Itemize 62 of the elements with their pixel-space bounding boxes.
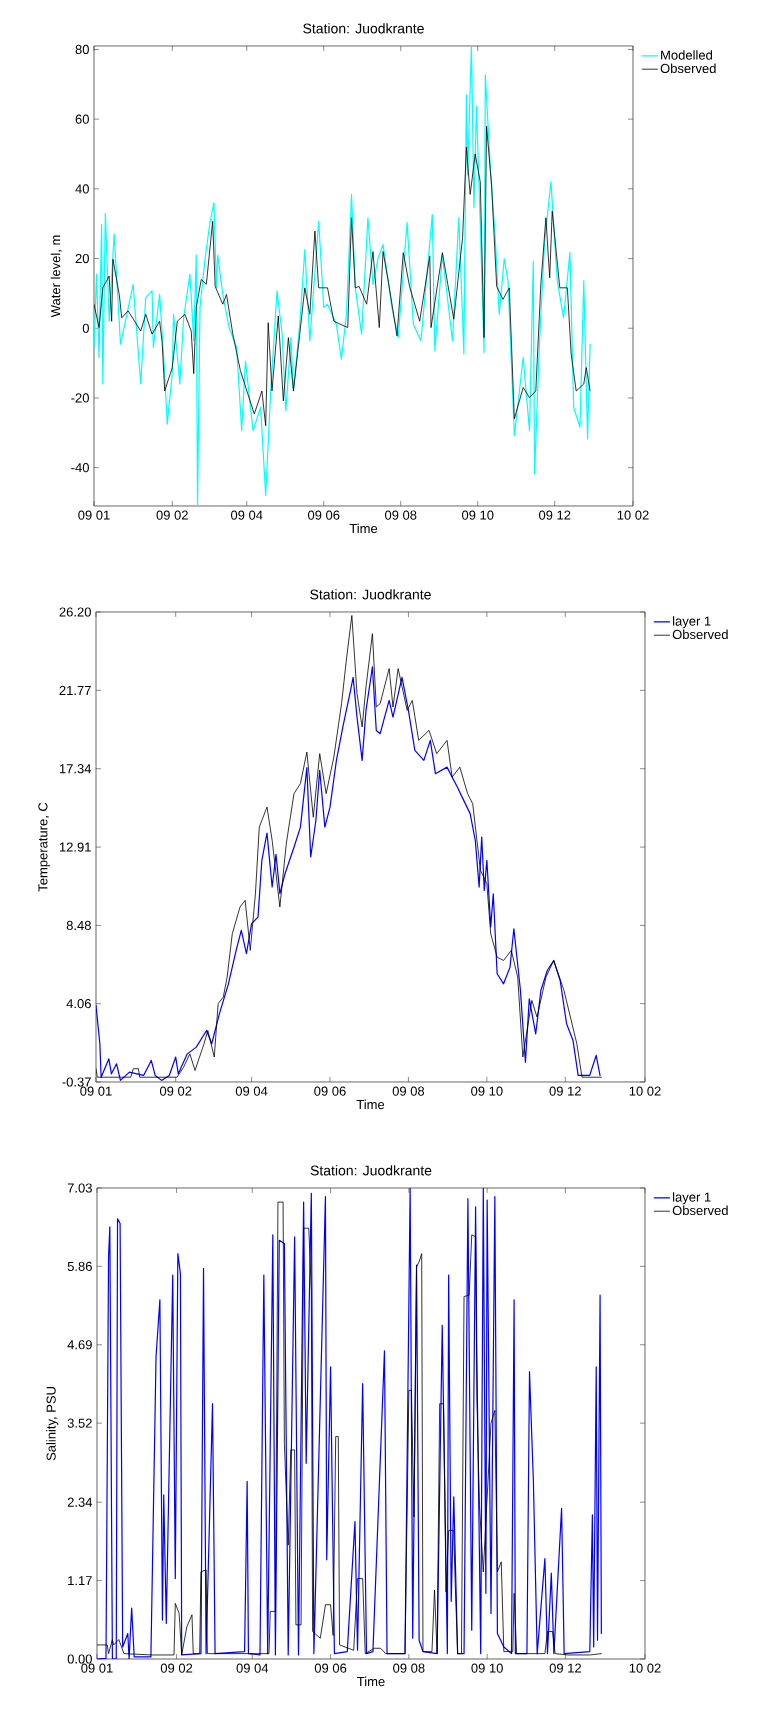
x-tick-label: 09 04 — [236, 1663, 269, 1673]
x-tick-label: 09 12 — [538, 510, 571, 520]
y-tick-label: 80 — [75, 44, 89, 55]
y-axis-title: Water level, m — [50, 235, 62, 318]
x-tick-label: 09 02 — [156, 510, 188, 520]
x-tick-label: 10 02 — [617, 510, 649, 520]
legend-label: Observed — [672, 1205, 728, 1216]
x-tick-label: 09 01 — [80, 1086, 112, 1096]
legend-label: Modelled — [661, 50, 712, 60]
y-tick-label: 7.03 — [67, 1183, 92, 1193]
y-tick-label: 3.52 — [67, 1418, 92, 1428]
x-tick-label: 10 02 — [629, 1086, 661, 1096]
y-tick-label: -0.37 — [62, 1077, 91, 1087]
x-tick-label: 09 06 — [314, 1086, 346, 1096]
x-tick-label: 09 04 — [230, 510, 263, 520]
x-tick-label: 09 06 — [307, 510, 340, 520]
x-tick-label: 09 12 — [549, 1086, 581, 1096]
y-tick-label: 4.06 — [66, 999, 91, 1009]
x-tick-label: 09 04 — [235, 1086, 268, 1096]
x-tick-label: 09 08 — [392, 1086, 425, 1096]
y-tick-label: 5.86 — [67, 1261, 92, 1271]
x-tick-label: 09 02 — [160, 1663, 193, 1673]
legend-label: Observed — [672, 629, 728, 640]
x-tick-label: 09 01 — [81, 1663, 113, 1673]
y-tick-label: 26.20 — [59, 607, 91, 617]
x-tick-label: 09 08 — [384, 510, 417, 520]
x-tick-label: 09 06 — [314, 1663, 347, 1673]
y-tick-label: -20 — [71, 393, 89, 403]
x-tick-label: 09 10 — [471, 1086, 503, 1096]
y-tick-label: 0.00 — [67, 1654, 92, 1664]
x-tick-label: 09 12 — [549, 1663, 582, 1673]
y-tick-label: 17.34 — [59, 764, 92, 774]
x-axis-title: Time — [357, 1676, 385, 1687]
chart-title: Station: Juodkrante — [310, 589, 431, 600]
x-tick-label: 09 01 — [78, 510, 110, 520]
chart-title: Station: Juodkrante — [303, 23, 424, 34]
x-tick-label: 09 10 — [461, 510, 494, 520]
x-axis-title: Time — [356, 1099, 385, 1110]
chart-title: Station: Juodkrante — [310, 1165, 432, 1176]
line-series — [94, 125, 591, 427]
y-tick-label: 21.77 — [59, 685, 91, 695]
y-tick-label: 40 — [75, 184, 89, 194]
legend-label: layer 1 — [673, 616, 711, 629]
line-series — [94, 45, 591, 506]
x-tick-label: 09 08 — [393, 1663, 425, 1673]
x-axis-title: Time — [349, 523, 378, 534]
x-tick-label: 10 02 — [629, 1663, 661, 1673]
y-tick-label: 20 — [75, 253, 89, 264]
y-tick-label: 8.48 — [66, 920, 91, 931]
x-tick-label: 09 02 — [159, 1086, 192, 1096]
y-axis-title: Salinity, PSU — [46, 1387, 59, 1461]
y-axis-title: Temperature, C — [38, 802, 51, 892]
legend-label: Observed — [660, 63, 716, 74]
y-tick-label: 2.34 — [67, 1497, 93, 1507]
x-tick-label: 09 10 — [471, 1663, 503, 1673]
y-tick-label: 0 — [82, 323, 89, 333]
y-tick-label: 60 — [75, 114, 89, 124]
y-tick-label: -40 — [71, 463, 89, 473]
y-tick-label: 12.91 — [59, 842, 91, 852]
y-tick-label: 1.17 — [68, 1576, 92, 1586]
y-tick-label: 4.69 — [67, 1340, 92, 1350]
legend-label: layer 1 — [673, 1192, 711, 1205]
